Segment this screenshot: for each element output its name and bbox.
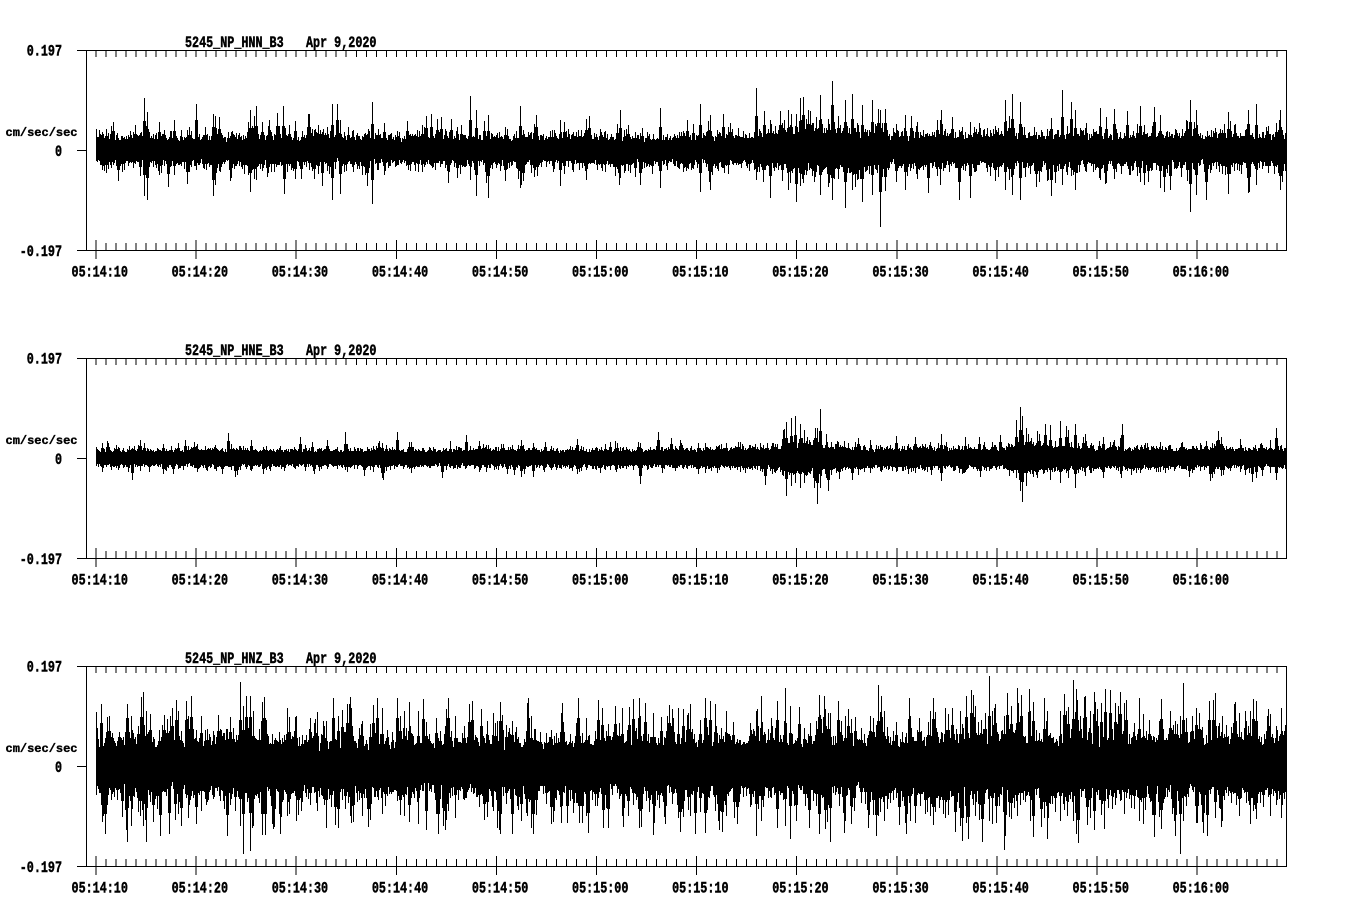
- svg-text:05:14:20: 05:14:20: [172, 573, 228, 590]
- svg-text:5245_NP_HNN_B3: 5245_NP_HNN_B3: [185, 36, 284, 53]
- svg-text:cm/sec/sec: cm/sec/sec: [6, 742, 78, 756]
- svg-text:0.197: 0.197: [27, 660, 62, 677]
- svg-text:05:14:30: 05:14:30: [272, 265, 328, 282]
- svg-text:05:15:00: 05:15:00: [572, 881, 628, 898]
- svg-text:05:14:40: 05:14:40: [372, 265, 428, 282]
- svg-text:0: 0: [55, 145, 62, 162]
- svg-text:0: 0: [55, 761, 62, 778]
- svg-text:05:15:10: 05:15:10: [672, 573, 728, 590]
- svg-text:05:14:10: 05:14:10: [72, 881, 128, 898]
- svg-text:Apr 9,2020: Apr 9,2020: [306, 652, 376, 669]
- svg-text:05:15:00: 05:15:00: [572, 573, 628, 590]
- svg-text:05:14:40: 05:14:40: [372, 881, 428, 898]
- svg-text:05:15:10: 05:15:10: [672, 265, 728, 282]
- svg-text:-0.197: -0.197: [20, 553, 62, 570]
- svg-text:05:15:40: 05:15:40: [972, 881, 1028, 898]
- svg-text:05:15:40: 05:15:40: [972, 573, 1028, 590]
- svg-text:05:15:00: 05:15:00: [572, 265, 628, 282]
- svg-text:05:14:30: 05:14:30: [272, 881, 328, 898]
- svg-text:05:15:30: 05:15:30: [872, 881, 928, 898]
- svg-text:05:14:50: 05:14:50: [472, 573, 528, 590]
- svg-text:05:15:40: 05:15:40: [972, 265, 1028, 282]
- svg-text:05:15:10: 05:15:10: [672, 881, 728, 898]
- svg-text:05:15:30: 05:15:30: [872, 573, 928, 590]
- svg-text:Apr 9,2020: Apr 9,2020: [306, 36, 376, 53]
- svg-text:5245_NP_HNZ_B3: 5245_NP_HNZ_B3: [185, 652, 284, 669]
- svg-text:05:14:20: 05:14:20: [172, 881, 228, 898]
- svg-text:cm/sec/sec: cm/sec/sec: [6, 434, 78, 448]
- svg-text:5245_NP_HNE_B3: 5245_NP_HNE_B3: [185, 344, 284, 361]
- svg-text:05:15:50: 05:15:50: [1073, 881, 1129, 898]
- svg-text:Apr 9,2020: Apr 9,2020: [306, 344, 376, 361]
- svg-text:05:16:00: 05:16:00: [1173, 573, 1229, 590]
- svg-text:05:15:50: 05:15:50: [1073, 573, 1129, 590]
- svg-text:05:14:50: 05:14:50: [472, 881, 528, 898]
- svg-text:-0.197: -0.197: [20, 861, 62, 878]
- svg-text:05:15:20: 05:15:20: [772, 265, 828, 282]
- svg-text:05:15:50: 05:15:50: [1073, 265, 1129, 282]
- svg-text:05:14:10: 05:14:10: [72, 265, 128, 282]
- svg-text:05:15:20: 05:15:20: [772, 573, 828, 590]
- svg-text:05:15:20: 05:15:20: [772, 881, 828, 898]
- svg-text:cm/sec/sec: cm/sec/sec: [6, 126, 78, 140]
- svg-text:05:14:10: 05:14:10: [72, 573, 128, 590]
- svg-text:0.197: 0.197: [27, 352, 62, 369]
- svg-text:05:16:00: 05:16:00: [1173, 881, 1229, 898]
- svg-text:05:14:20: 05:14:20: [172, 265, 228, 282]
- svg-text:0.197: 0.197: [27, 44, 62, 61]
- svg-text:05:14:30: 05:14:30: [272, 573, 328, 590]
- svg-text:05:15:30: 05:15:30: [872, 265, 928, 282]
- svg-text:05:16:00: 05:16:00: [1173, 265, 1229, 282]
- svg-text:0: 0: [55, 453, 62, 470]
- svg-text:05:14:50: 05:14:50: [472, 265, 528, 282]
- svg-text:-0.197: -0.197: [20, 245, 62, 262]
- svg-text:05:14:40: 05:14:40: [372, 573, 428, 590]
